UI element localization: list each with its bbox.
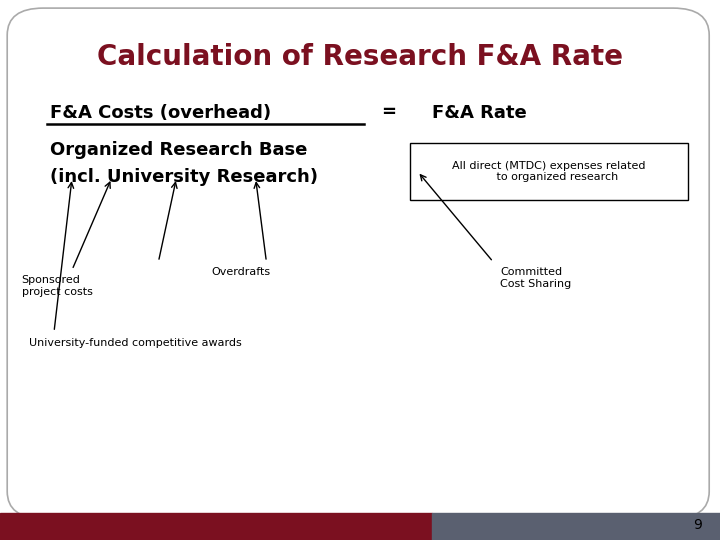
Text: University-funded competitive awards: University-funded competitive awards: [29, 338, 241, 348]
Bar: [0, 513, 432, 540]
Text: 9: 9: [693, 518, 702, 532]
FancyBboxPatch shape: [7, 8, 709, 518]
FancyBboxPatch shape: [410, 143, 688, 200]
Text: =: =: [382, 104, 396, 122]
Text: Organized Research Base: Organized Research Base: [50, 141, 307, 159]
Text: Calculation of Research F&A Rate: Calculation of Research F&A Rate: [97, 43, 623, 71]
Text: All direct (MTDC) expenses related
     to organized research: All direct (MTDC) expenses related to or…: [452, 160, 646, 183]
Text: Committed
Cost Sharing: Committed Cost Sharing: [500, 267, 572, 289]
Text: (incl. University Research): (incl. University Research): [50, 168, 318, 186]
Text: Overdrafts: Overdrafts: [212, 267, 271, 278]
Bar: [432, 513, 720, 540]
Text: F&A Rate: F&A Rate: [432, 104, 527, 122]
Text: F&A Costs (overhead): F&A Costs (overhead): [50, 104, 271, 122]
Text: Sponsored
project costs: Sponsored project costs: [22, 275, 92, 297]
